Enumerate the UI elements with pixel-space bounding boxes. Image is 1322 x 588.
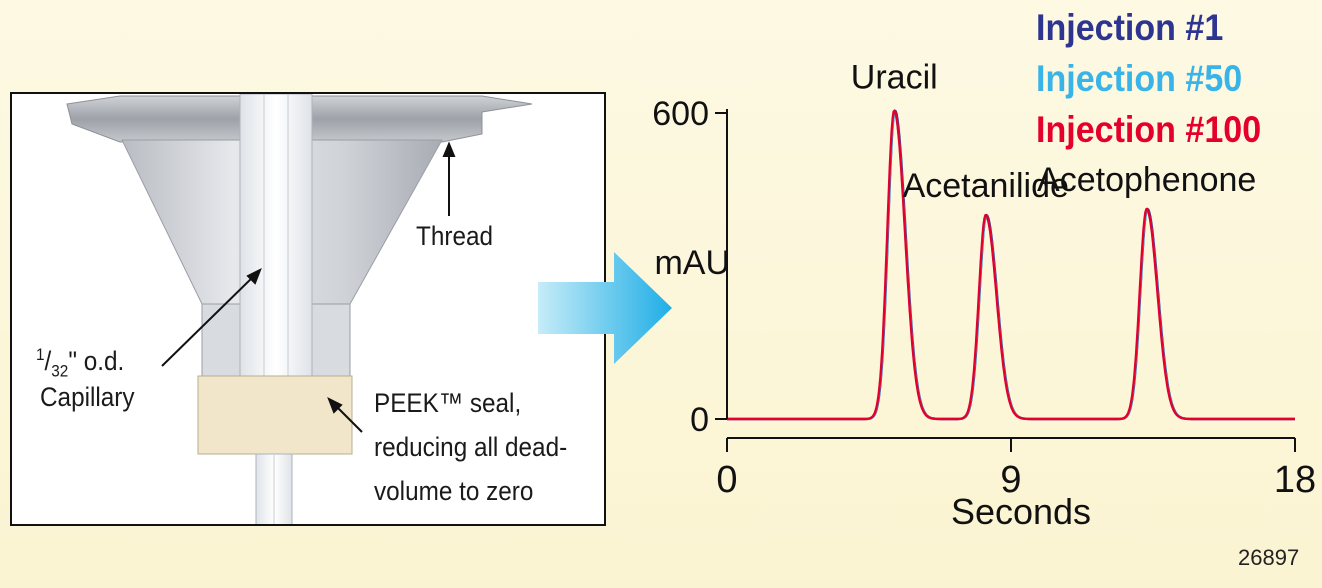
y-tick-label: 600 [652,95,709,133]
chromatogram-chart: 0 600 0 9 18 Seconds mAU Uracil AcetanilideAceto… [652,58,1316,532]
legend-entry-injection-100: Injection #100 [1036,109,1262,150]
x-axis-title: Seconds [951,491,1091,532]
peak-label: Uracil [851,58,938,96]
x-tick-label: 18 [1274,459,1316,501]
peak-label: Acetanilide [903,167,1069,205]
thread-label: Thread [416,221,494,251]
figure-id: 26897 [1238,545,1300,570]
series-line [726,109,1296,421]
axes-layer [715,109,1296,452]
label-layer: 0 600 0 9 18 Seconds mAU Uracil AcetanilideAceto… [652,58,1316,532]
capillary-leader [161,274,256,367]
peek-seal [197,375,353,455]
legend-entry-injection-50: Injection #50 [1036,58,1243,99]
peak-label: Acetophenone [1037,161,1256,199]
arrow-right-icon [538,252,672,364]
capillary-label-line1: 1/32" o.d. [36,345,125,381]
series-layer [726,109,1296,421]
seal-label-line3: volume to zero [374,476,534,506]
seal-label-line2: reducing all dead- [374,432,568,462]
series-line [726,109,1296,421]
capillary-tube [239,94,313,377]
seal-label-line1: PEEK™ seal, [374,388,522,418]
capillary-label-line2: Capillary [40,382,135,412]
series-line [726,112,1296,421]
y-tick-label: 0 [690,401,709,439]
x-tick-label: 9 [1000,459,1021,501]
legend-entry-injection-1: Injection #1 [1036,7,1224,48]
fitting-diagram-panel: Thread 1/32" o.d. Capillary PEEK™ seal, … [10,92,606,526]
y-axis-title: mAU [654,244,730,282]
x-tick-label: 0 [716,459,737,501]
fitting-cross-section [66,94,533,524]
